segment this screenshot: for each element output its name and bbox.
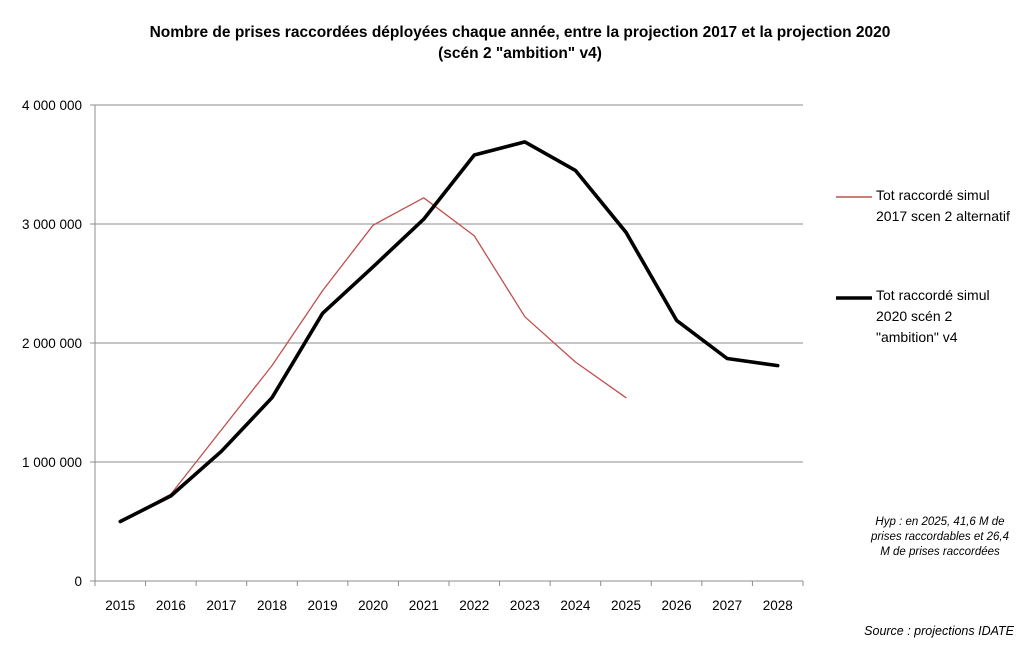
x-tick-label: 2016 (156, 598, 186, 613)
legend-swatch-series-1 (836, 196, 872, 198)
x-tick-label: 2026 (662, 598, 692, 613)
hypothesis-note: Hyp : en 2025, 41,6 M de prises raccorda… (870, 516, 1010, 558)
chart-title-line2: (scén 2 "ambition" v4) (438, 45, 602, 62)
x-tick-label: 2021 (409, 598, 439, 613)
x-tick-label: 2023 (510, 598, 540, 613)
x-axis-ticks: 2015 2016 2017 2018 2019 2020 2021 2022 2023 2024… (94, 581, 804, 613)
x-tick-label: 2028 (763, 598, 793, 613)
chart-title-line1: Nombre de prises raccordées déployées ch… (149, 24, 891, 41)
y-tick-label: 2 000 000 (22, 336, 82, 351)
source-note: Source : projections IDATE (864, 624, 1014, 638)
y-tick-label: 4 000 000 (22, 98, 82, 113)
x-tick-label: 2022 (459, 598, 489, 613)
x-tick-label: 2015 (105, 598, 135, 613)
x-tick-label: 2019 (308, 598, 338, 613)
legend-label-series-2: Tot raccordé simul 2020 scén 2 "ambition… (876, 287, 990, 345)
y-tick-label: 1 000 000 (22, 455, 82, 470)
y-tick-label: 3 000 000 (22, 217, 82, 232)
x-tick-label: 2027 (712, 598, 742, 613)
legend-swatch-series-2 (836, 296, 872, 300)
y-tick-label: 0 (74, 574, 82, 589)
x-tick-label: 2025 (611, 598, 641, 613)
chart-title: Nombre de prises raccordées déployées ch… (0, 22, 1024, 64)
x-tick-label: 2024 (560, 598, 591, 613)
gridlines (95, 104, 803, 463)
series-line-1 (119, 197, 627, 523)
x-tick-label: 2017 (206, 598, 236, 613)
y-axis-ticks: 0 1 000 000 2 000 000 3 000 000 4 000 000 (22, 98, 95, 589)
legend-label-series-1: Tot raccordé simul 2017 scen 2 alternati… (876, 187, 1010, 224)
series-line-2 (118, 140, 780, 524)
x-tick-label: 2018 (257, 598, 287, 613)
x-tick-label: 2020 (358, 598, 388, 613)
series-lines (118, 140, 780, 524)
